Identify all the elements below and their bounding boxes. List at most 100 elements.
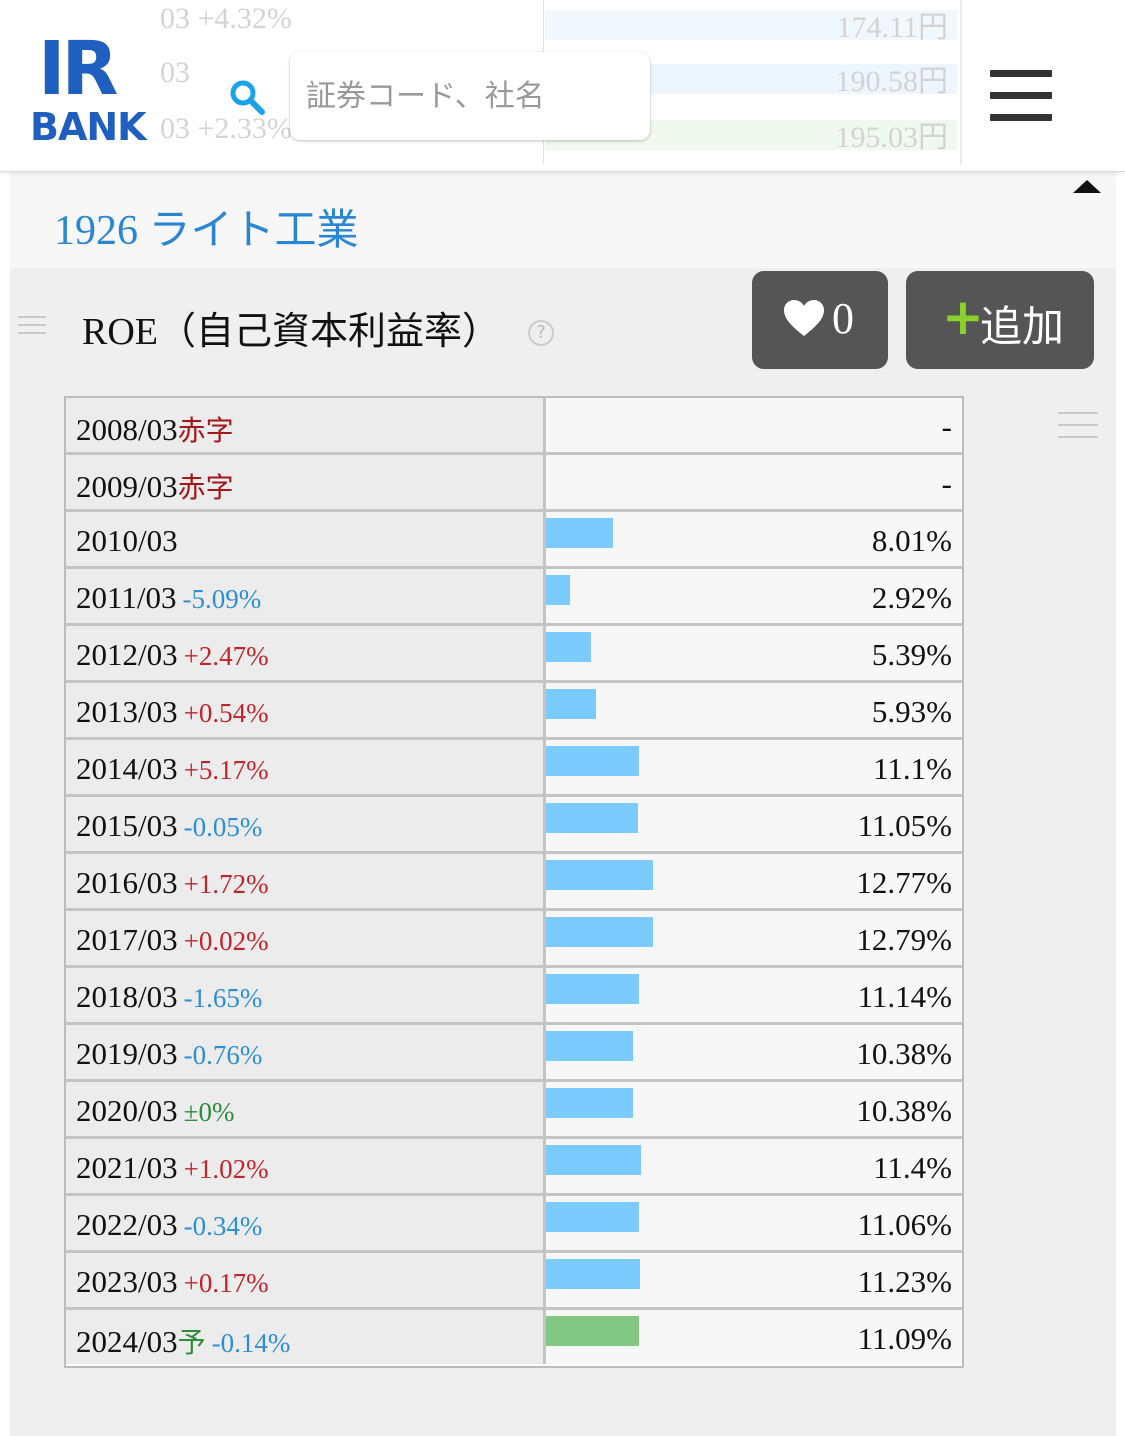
roe-value: 11.1% <box>873 751 952 786</box>
ghost-date: 03 <box>160 56 190 89</box>
date-cell: 2014/03 +5.17% <box>66 740 546 794</box>
roe-bar <box>546 1145 641 1175</box>
change-value: -0.14% <box>211 1328 291 1358</box>
roe-value: 11.23% <box>857 1264 952 1299</box>
company-title[interactable]: 1926 ライト工業 <box>54 208 359 254</box>
change-value: +5.17% <box>183 755 269 785</box>
roe-bar <box>546 1088 633 1118</box>
roe-value: 11.4% <box>873 1150 952 1185</box>
help-icon[interactable]: ? <box>528 320 554 346</box>
fiscal-period: 2012/03 <box>76 637 178 672</box>
fiscal-period: 2022/03 <box>76 1207 178 1242</box>
table-row: 2010/03 8.01% <box>66 512 962 569</box>
table-row: 2012/03 +2.47% 5.39% <box>66 626 962 683</box>
row-date: 2020/03 ±0% <box>76 1093 234 1129</box>
date-cell: 2011/03 -5.09% <box>66 569 546 623</box>
like-count: 0 <box>832 294 854 343</box>
table-row: 2024/03予 -0.14% 11.09% <box>66 1310 962 1367</box>
row-date: 2015/03 -0.05% <box>76 808 262 844</box>
roe-value: 11.14% <box>857 979 952 1014</box>
roe-value: 8.01% <box>871 523 952 558</box>
search-icon[interactable] <box>228 78 266 116</box>
fiscal-period: 2019/03 <box>76 1036 178 1071</box>
date-cell: 2019/03 -0.76% <box>66 1025 546 1079</box>
irbank-logo[interactable]: IR BANK <box>30 32 160 150</box>
table-row: 2015/03 -0.05% 11.05% <box>66 797 962 854</box>
value-cell: 2.92% <box>546 569 962 623</box>
row-date: 2018/03 -1.65% <box>76 979 262 1015</box>
roe-bar <box>546 1031 633 1061</box>
value-cell: 10.38% <box>546 1082 962 1136</box>
roe-bar <box>546 518 613 548</box>
ghost-value: 190.58円 <box>835 65 949 98</box>
roe-bar <box>546 803 638 833</box>
roe-value: 2.92% <box>871 580 952 615</box>
hamburger-menu-icon[interactable] <box>990 70 1052 122</box>
roe-value: - <box>941 409 952 444</box>
ghost-value: 195.03円 <box>835 121 949 154</box>
roe-value: 10.38% <box>856 1036 952 1071</box>
value-cell: 11.4% <box>546 1139 962 1193</box>
table-row: 2008/03赤字 - <box>66 398 962 455</box>
fiscal-period: 2010/03 <box>76 523 178 558</box>
search-input[interactable] <box>290 52 650 140</box>
table-row: 2014/03 +5.17% 11.1% <box>66 740 962 797</box>
roe-table: 2008/03赤字 -2009/03赤字 -2010/03 8.01% 2011/03-… <box>64 396 964 1368</box>
roe-value: 11.09% <box>857 1321 952 1356</box>
table-row: 2013/03 +0.54% 5.93% <box>66 683 962 740</box>
table-row: 2011/03 -5.09% 2.92% <box>66 569 962 626</box>
fiscal-period: 2009/03 <box>76 469 178 504</box>
value-cell: 11.06% <box>546 1196 962 1250</box>
date-cell: 2022/03 -0.34% <box>66 1196 546 1250</box>
fiscal-period: 2021/03 <box>76 1150 178 1185</box>
add-button[interactable]: + 追加 <box>906 271 1094 369</box>
table-row: 2022/03 -0.34% 11.06% <box>66 1196 962 1253</box>
change-value: +0.02% <box>183 926 269 956</box>
fiscal-period: 2020/03 <box>76 1093 178 1128</box>
scroll-to-top-icon[interactable] <box>1073 180 1101 193</box>
date-cell: 2020/03 ±0% <box>66 1082 546 1136</box>
fiscal-period: 2023/03 <box>76 1264 178 1299</box>
roe-bar <box>546 575 570 605</box>
drag-handle-icon[interactable] <box>18 316 46 334</box>
row-date: 2019/03 -0.76% <box>76 1036 262 1072</box>
value-cell: 11.23% <box>546 1253 962 1307</box>
ghost-bar <box>545 10 957 40</box>
value-cell: 5.39% <box>546 626 962 680</box>
add-button-label: 追加 <box>980 305 1065 351</box>
fiscal-period: 2014/03 <box>76 751 178 786</box>
ghost-row: 03 +4.32% 174.11円 <box>150 0 962 52</box>
value-cell: 12.79% <box>546 911 962 965</box>
fiscal-period: 2013/03 <box>76 694 178 729</box>
value-cell: 5.93% <box>546 683 962 737</box>
row-date: 2008/03赤字 <box>76 409 234 449</box>
roe-bar <box>546 860 653 890</box>
main-panel: 1926 ライト工業 ROE（自己資本利益率） ? 0 + 追加 2008/03… <box>10 172 1116 1436</box>
change-value: -0.34% <box>183 1211 263 1241</box>
value-cell: 11.09% <box>546 1310 962 1364</box>
value-cell: 12.77% <box>546 854 962 908</box>
value-cell: - <box>546 398 962 452</box>
table-row: 2018/03 -1.65% 11.14% <box>66 968 962 1025</box>
roe-value: - <box>941 466 952 501</box>
roe-bar <box>546 917 653 947</box>
date-cell: 2024/03予 -0.14% <box>66 1310 546 1364</box>
drag-handle-icon[interactable] <box>1058 412 1098 438</box>
value-cell: 11.05% <box>546 797 962 851</box>
logo-bank-text: BANK <box>30 105 147 149</box>
site-header: 03 +4.32% 174.11円 03 190.58円 03 +2.33% 1… <box>0 0 1125 172</box>
change-value: ±0% <box>183 1097 235 1127</box>
heart-icon <box>784 300 824 336</box>
date-cell: 2009/03赤字 <box>66 455 546 509</box>
table-row: 2021/03 +1.02% 11.4% <box>66 1139 962 1196</box>
like-button[interactable]: 0 <box>752 271 888 369</box>
table-row: 2016/03 +1.72% 12.77% <box>66 854 962 911</box>
fiscal-period: 2011/03 <box>76 580 177 615</box>
roe-value: 12.77% <box>856 865 952 900</box>
date-cell: 2013/03 +0.54% <box>66 683 546 737</box>
fiscal-period: 2024/03 <box>76 1324 178 1359</box>
row-date: 2011/03 -5.09% <box>76 580 261 616</box>
change-value: -0.05% <box>183 812 263 842</box>
row-date: 2024/03予 -0.14% <box>76 1321 290 1361</box>
value-cell: 11.14% <box>546 968 962 1022</box>
